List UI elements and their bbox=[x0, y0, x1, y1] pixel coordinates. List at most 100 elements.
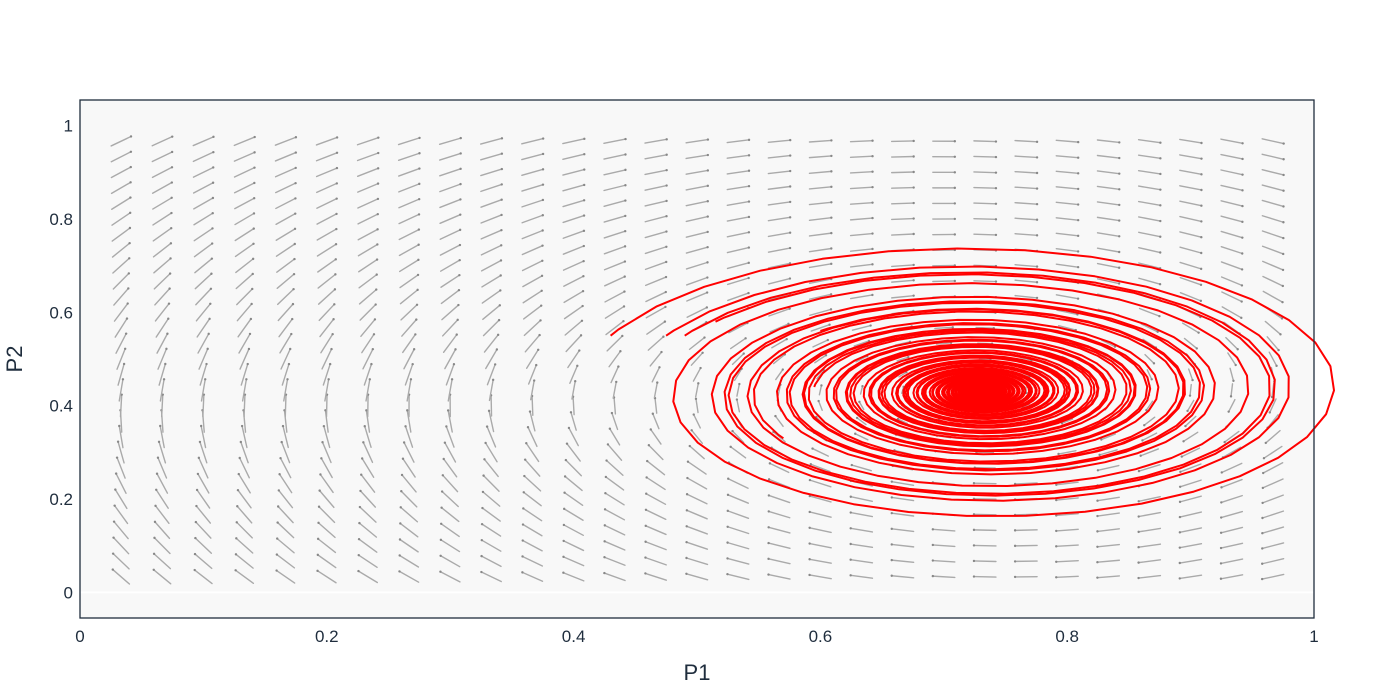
vector-arrow-head bbox=[1282, 236, 1285, 240]
vector-arrow bbox=[808, 186, 833, 190]
vector-arrow bbox=[1262, 275, 1284, 287]
vector-arrow-head bbox=[912, 232, 915, 236]
vector-arrow-head bbox=[808, 494, 812, 498]
vector-arrow bbox=[1266, 336, 1280, 351]
vector-arrow bbox=[604, 524, 626, 536]
vector-arrow-head bbox=[767, 557, 770, 561]
vector-arrow-head bbox=[167, 317, 170, 320]
vector-arrow bbox=[529, 410, 536, 432]
vector-arrow bbox=[317, 522, 336, 539]
vector-arrow-head bbox=[193, 568, 196, 572]
vector-arrow bbox=[157, 348, 168, 370]
vector-arrow-head bbox=[499, 289, 502, 292]
vector-arrow bbox=[524, 334, 541, 353]
vector-arrow bbox=[562, 214, 585, 224]
vector-arrow bbox=[154, 302, 170, 322]
vector-arrow bbox=[1262, 290, 1284, 303]
vector-arrow-head bbox=[1219, 516, 1223, 519]
vector-arrow-head bbox=[162, 378, 166, 381]
vector-arrow bbox=[1220, 230, 1244, 239]
vector-arrow bbox=[562, 138, 586, 145]
vector-arrow-head bbox=[168, 287, 171, 290]
vector-arrow-head bbox=[871, 263, 874, 266]
vector-arrow-head bbox=[623, 245, 627, 248]
vector-arrow bbox=[1144, 353, 1155, 365]
vector-arrow bbox=[439, 571, 461, 583]
vector-arrow-head bbox=[1282, 189, 1285, 192]
vector-arrow-head bbox=[377, 136, 380, 139]
vector-arrow bbox=[196, 318, 211, 338]
vector-arrow-head bbox=[738, 382, 741, 386]
vector-arrow bbox=[1221, 306, 1243, 319]
vector-arrow bbox=[1055, 139, 1079, 143]
vector-arrow-head bbox=[706, 215, 709, 218]
vector-arrow-head bbox=[129, 135, 133, 138]
vector-arrow bbox=[686, 306, 708, 318]
vector-arrow bbox=[531, 395, 534, 417]
vector-arrow-head bbox=[1178, 531, 1182, 534]
vector-arrow bbox=[113, 520, 129, 540]
vector-arrow-head bbox=[440, 490, 444, 493]
vector-arrow bbox=[365, 378, 371, 402]
vector-arrow bbox=[439, 198, 462, 209]
vector-arrow-head bbox=[726, 557, 729, 560]
vector-arrow-head bbox=[1139, 454, 1142, 457]
vector-arrow bbox=[973, 186, 997, 189]
vector-arrow-head bbox=[293, 227, 297, 231]
vector-arrow-head bbox=[335, 212, 338, 216]
vector-arrow bbox=[654, 397, 658, 414]
vector-arrow-head bbox=[399, 506, 402, 509]
vector-arrow-head bbox=[574, 380, 577, 383]
vector-arrow bbox=[817, 400, 823, 412]
vector-arrow bbox=[814, 354, 827, 364]
vector-arrow bbox=[646, 320, 666, 335]
vector-arrow bbox=[316, 197, 338, 209]
vector-arrow-head bbox=[1118, 235, 1121, 238]
vector-arrow-head bbox=[328, 362, 332, 366]
vector-arrow-head bbox=[278, 473, 281, 476]
vector-arrow bbox=[116, 456, 126, 479]
vector-arrow-head bbox=[582, 199, 586, 202]
vector-arrow bbox=[849, 558, 874, 564]
vector-arrow bbox=[891, 512, 915, 517]
vector-arrow bbox=[811, 447, 829, 457]
vector-arrow bbox=[772, 353, 786, 365]
vector-arrow bbox=[482, 319, 500, 337]
vector-arrow bbox=[521, 137, 544, 145]
vector-arrow bbox=[317, 288, 336, 305]
vector-arrow-head bbox=[459, 167, 462, 171]
vector-arrow-head bbox=[1261, 532, 1264, 535]
vector-arrow bbox=[611, 412, 619, 431]
vector-arrow bbox=[726, 573, 750, 581]
vector-arrow-head bbox=[646, 459, 649, 463]
vector-arrow-head bbox=[623, 229, 627, 233]
vector-arrow-head bbox=[706, 138, 710, 141]
vector-arrow bbox=[321, 348, 333, 370]
vector-arrow-head bbox=[1055, 483, 1058, 486]
vector-arrow-head bbox=[830, 154, 833, 158]
vector-arrow-head bbox=[1096, 469, 1100, 472]
vector-arrow-head bbox=[1178, 500, 1182, 504]
vector-arrow-head bbox=[785, 337, 788, 341]
vector-arrow-head bbox=[789, 138, 792, 142]
vector-arrow-head bbox=[579, 334, 583, 337]
vector-arrow bbox=[1261, 245, 1284, 255]
vector-arrow bbox=[277, 505, 294, 524]
vector-arrow-head bbox=[563, 491, 566, 494]
vector-arrow-head bbox=[480, 522, 484, 526]
vector-arrow bbox=[689, 445, 705, 460]
vector-arrow-head bbox=[208, 317, 211, 321]
vector-arrow-head bbox=[458, 243, 462, 247]
vector-arrow-head bbox=[157, 440, 161, 444]
vector-arrow bbox=[727, 292, 750, 302]
vector-arrow bbox=[810, 323, 831, 332]
vector-arrow-head bbox=[1098, 453, 1101, 457]
vector-arrow-head bbox=[1264, 441, 1267, 445]
vector-arrow-head bbox=[624, 214, 627, 218]
vector-arrow-head bbox=[416, 288, 419, 292]
vector-arrow-head bbox=[199, 424, 203, 428]
vector-arrow bbox=[934, 326, 954, 330]
vector-arrow bbox=[111, 242, 131, 258]
vector-arrow-head bbox=[1200, 173, 1203, 176]
vector-arrow-head bbox=[247, 347, 251, 351]
